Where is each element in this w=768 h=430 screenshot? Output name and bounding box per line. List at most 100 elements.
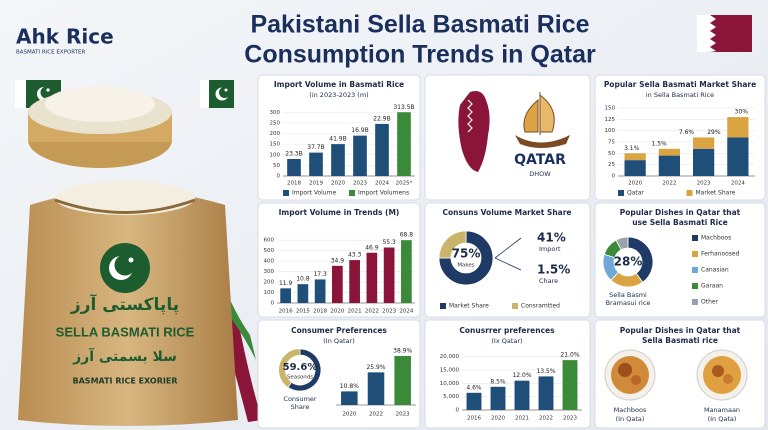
y-tick-label: 100 [264,290,275,296]
x-tick-label: 2020 [342,412,356,418]
x-tick-label: 2024 [731,181,745,187]
bar [466,392,482,410]
bar [332,265,343,303]
bar [624,160,646,176]
panel-title: Sella Basmati rice [642,336,718,345]
dish-images [604,349,748,401]
x-tick-label: 2023 [563,416,577,422]
x-tick-label: 2016 [279,309,293,315]
donut-center-caption: Makes [457,263,474,269]
qatar-label: QATAR [514,152,566,168]
bar [349,260,360,303]
value-label: 38.9% [393,348,412,355]
legend-swatch [686,190,693,196]
bar [538,376,554,410]
bar [514,380,530,410]
legend-label: Market Share [696,190,736,197]
legend-label: Consramtted [521,303,560,310]
legend-swatch [618,190,624,196]
x-tick-label: 2022 [369,412,383,418]
bag-maker: BASMATI RICE EXORIER [73,377,178,386]
value-label: 10.8% [340,383,359,390]
panel-title: Popular Sella Basmati Market Share [604,80,756,89]
bar [624,153,646,161]
qatar-map-dhow [458,91,570,172]
bar [397,112,411,176]
bar-annotation: 30% [735,109,749,116]
bar-annotation: 41.9B [329,136,346,143]
bar [331,144,345,176]
bag-urdu-subtitle: سلا بسمتی آرز [72,347,177,365]
donut-center-text: 75% [452,247,481,261]
bar [309,152,323,176]
panel-title: Import Volume in Trends (M) [279,208,400,217]
donut-center-text: 28% [614,255,643,269]
x-tick-label: 2016 [467,416,481,422]
bag-product: SELLA BASMATI RICE [56,324,195,339]
pakistan-flag [200,80,234,108]
connector [494,257,522,271]
panel-title: Popular Dishes in Qatar that [620,326,741,335]
legend-swatch [692,251,698,257]
rice-bag-illustration [18,86,262,426]
y-tick-label: 0 [271,301,275,307]
y-tick-label: 100 [270,152,281,158]
bar-annotation: 21.0% [560,352,579,359]
x-tick-label: 2019 [309,181,323,187]
donut-caption: Share [291,403,310,411]
donut-segment [438,230,467,259]
donut-caption: Bramasui rice [606,299,651,307]
y-tick-label: 200 [264,280,275,286]
bar-annotation: 4.6% [466,384,482,391]
bar-annotation: 55.3 [382,239,396,246]
donut-segment [287,348,322,392]
bar [394,356,411,405]
x-tick-label: 2020 [628,181,642,187]
donut-caption: Consumer [283,395,316,403]
bar-annotation: 313.5B [393,104,414,111]
y-tick-label: 5,000 [443,394,459,400]
y-tick-label: 300 [270,110,281,116]
x-tick-label: 2024 [399,309,413,315]
bar [367,372,385,405]
bar [727,117,749,138]
bar-annotation: 3.1% [624,145,640,152]
bar [383,247,395,303]
y-tick-label: 15,000 [440,368,460,374]
panel-subtitle: (Ix Qatar) [491,337,522,345]
bar-annotation: 46.9 [365,244,379,251]
legend-swatch [692,283,698,289]
logo-name: Ahk Rice [16,25,114,49]
bar-annotation: 16.9B [351,127,368,134]
x-tick-label: 2020 [331,181,345,187]
value-label: 25.9% [366,364,385,371]
bar [658,148,680,156]
y-tick-label: 0 [277,174,281,180]
panel-title: Import Volume in Basmati Rice [274,80,404,89]
y-tick-label: 500 [264,248,275,254]
bar-annotation: 68.8 [400,232,414,239]
dhow-label: DHOW [529,170,551,178]
donut-caption: Sella Basmi [609,291,647,299]
bar-annotation: 8.5% [490,378,506,385]
legend-swatch [692,299,698,305]
stat-value: 41% [537,231,566,245]
x-tick-label: 2021 [515,416,529,422]
y-tick-label: 100 [605,128,616,134]
y-tick-label: 150 [270,142,281,148]
bar-annotation: 43.3 [348,252,362,259]
bar-annotation: 22.9B [373,115,390,122]
y-tick-label: 50 [273,163,280,169]
x-tick-label: 2023 [697,181,711,187]
bar [353,135,367,176]
bar-annotation: 23.3B [285,151,302,158]
stat-label: Chare [539,277,558,285]
dish-name: Manamaan [704,406,740,414]
legend-label: Other [701,299,719,306]
legend-swatch [283,190,289,196]
y-tick-label: 20,000 [440,354,460,360]
bar-annotation: 11.9 [279,280,293,287]
legend-label: Import Volume [292,190,336,197]
y-tick-label: 50 [608,151,615,157]
y-tick-label: 125 [605,117,616,123]
